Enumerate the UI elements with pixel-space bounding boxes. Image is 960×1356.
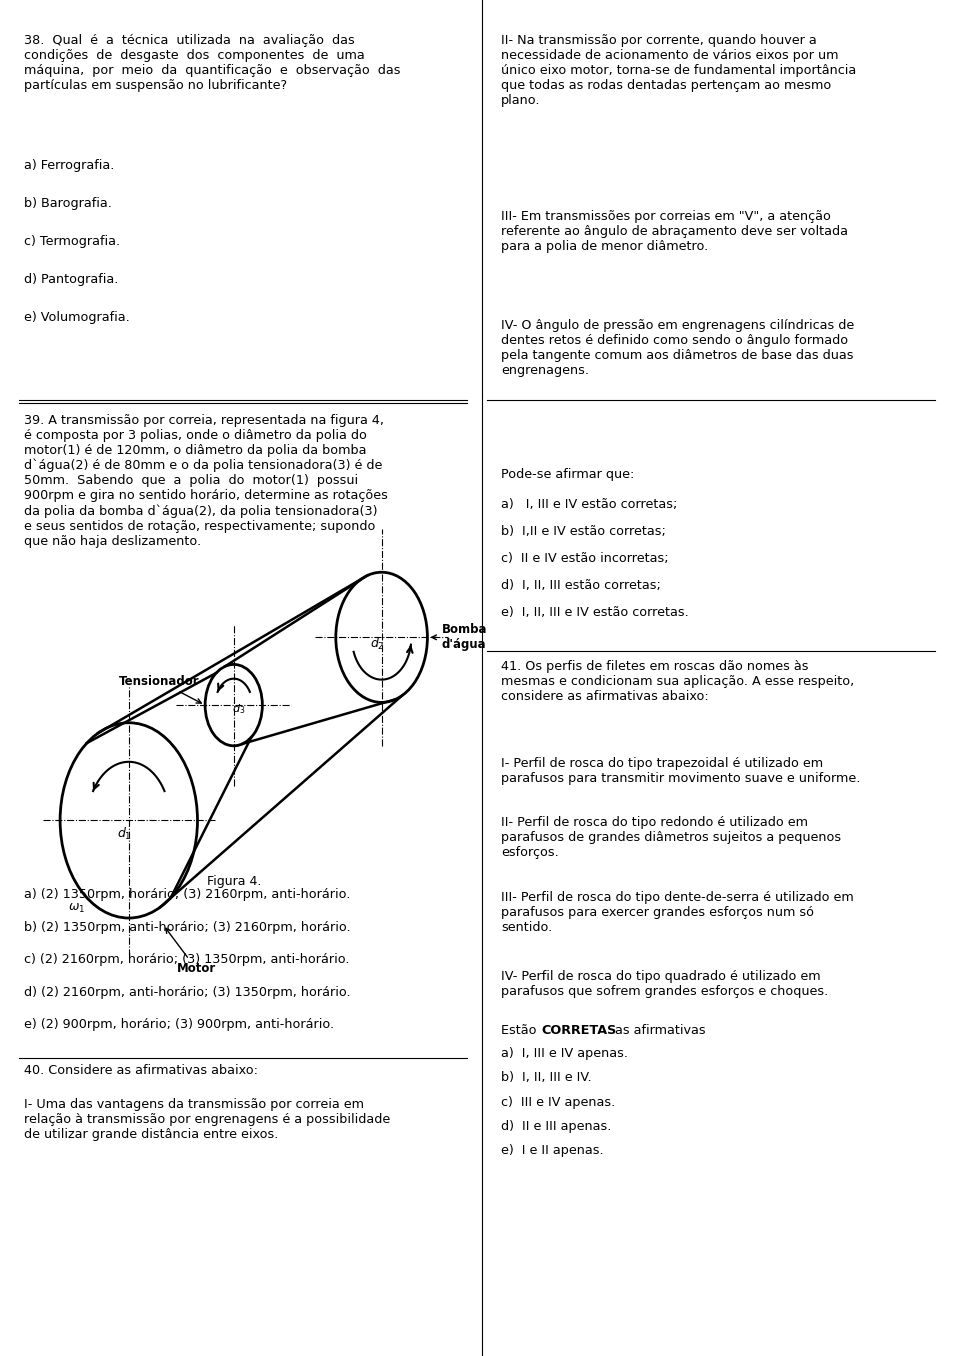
Text: $d_2$: $d_2$ [370, 636, 384, 652]
Text: e) Volumografia.: e) Volumografia. [24, 311, 130, 324]
Text: II- Perfil de rosca do tipo redondo é utilizado em
parafusos de grandes diâmetro: II- Perfil de rosca do tipo redondo é ut… [501, 816, 841, 860]
Text: III- Perfil de rosca do tipo dente-de-serra é utilizado em
parafusos para exerce: III- Perfil de rosca do tipo dente-de-se… [501, 891, 853, 934]
Text: d)  II e III apenas.: d) II e III apenas. [501, 1120, 612, 1134]
Text: Figura 4.: Figura 4. [206, 875, 261, 888]
Text: d) Pantografia.: d) Pantografia. [24, 273, 118, 286]
Text: Bomba
d'água: Bomba d'água [432, 624, 488, 651]
Text: $\omega_1$: $\omega_1$ [68, 902, 84, 915]
Text: II- Na transmissão por corrente, quando houver a
necessidade de acionamento de v: II- Na transmissão por corrente, quando … [501, 34, 856, 107]
Text: b)  I,II e IV estão corretas;: b) I,II e IV estão corretas; [501, 525, 665, 538]
Text: 39. A transmissão por correia, representada na figura 4,
é composta por 3 polias: 39. A transmissão por correia, represent… [24, 414, 388, 548]
Text: 41. Os perfis de filetes em roscas dão nomes às
mesmas e condicionam sua aplicaç: 41. Os perfis de filetes em roscas dão n… [501, 660, 854, 704]
Text: as afirmativas: as afirmativas [611, 1024, 706, 1037]
Text: I- Uma das vantagens da transmissão por correia em
relação à transmissão por eng: I- Uma das vantagens da transmissão por … [24, 1098, 390, 1142]
Text: c)  III e IV apenas.: c) III e IV apenas. [501, 1096, 615, 1109]
Text: 40. Considere as afirmativas abaixo:: 40. Considere as afirmativas abaixo: [24, 1064, 258, 1078]
Text: $d_3$: $d_3$ [232, 702, 245, 716]
Text: e)  I, II, III e IV estão corretas.: e) I, II, III e IV estão corretas. [501, 606, 688, 620]
Text: b) Barografia.: b) Barografia. [24, 197, 111, 210]
Text: b)  I, II, III e IV.: b) I, II, III e IV. [501, 1071, 591, 1085]
Text: a)   I, III e IV estão corretas;: a) I, III e IV estão corretas; [501, 498, 677, 511]
Text: e)  I e II apenas.: e) I e II apenas. [501, 1144, 604, 1158]
Text: d) (2) 2160rpm, anti-horário; (3) 1350rpm, horário.: d) (2) 2160rpm, anti-horário; (3) 1350rp… [24, 986, 350, 999]
Text: $d_1$: $d_1$ [117, 826, 132, 842]
Text: Estão: Estão [501, 1024, 540, 1037]
Text: a) (2) 1350rpm, horário; (3) 2160rpm, anti-horário.: a) (2) 1350rpm, horário; (3) 2160rpm, an… [24, 888, 350, 902]
Text: I- Perfil de rosca do tipo trapezoidal é utilizado em
parafusos para transmitir : I- Perfil de rosca do tipo trapezoidal é… [501, 757, 860, 785]
Text: d)  I, II, III estão corretas;: d) I, II, III estão corretas; [501, 579, 660, 593]
Text: e) (2) 900rpm, horário; (3) 900rpm, anti-horário.: e) (2) 900rpm, horário; (3) 900rpm, anti… [24, 1018, 334, 1032]
Text: CORRETAS: CORRETAS [540, 1024, 616, 1037]
Text: III- Em transmissões por correias em "V", a atenção
referente ao ângulo de abraç: III- Em transmissões por correias em "V"… [501, 210, 848, 254]
Text: 38.  Qual  é  a  técnica  utilizada  na  avaliação  das
condições  de  desgaste : 38. Qual é a técnica utilizada na avalia… [24, 34, 400, 92]
Text: Motor: Motor [166, 929, 216, 975]
Text: a) Ferrografia.: a) Ferrografia. [24, 159, 114, 172]
Text: Pode-se afirmar que:: Pode-se afirmar que: [501, 468, 635, 481]
Text: IV- O ângulo de pressão em engrenagens cilíndricas de
dentes retos é definido co: IV- O ângulo de pressão em engrenagens c… [501, 319, 854, 377]
Text: a)  I, III e IV apenas.: a) I, III e IV apenas. [501, 1047, 628, 1060]
Text: b) (2) 1350rpm, anti-horário; (3) 2160rpm, horário.: b) (2) 1350rpm, anti-horário; (3) 2160rp… [24, 921, 350, 934]
Text: c) (2) 2160rpm, horário; (3) 1350rpm, anti-horário.: c) (2) 2160rpm, horário; (3) 1350rpm, an… [24, 953, 349, 967]
Text: Tensionador: Tensionador [119, 675, 202, 704]
Text: IV- Perfil de rosca do tipo quadrado é utilizado em
parafusos que sofrem grandes: IV- Perfil de rosca do tipo quadrado é u… [501, 970, 828, 998]
Text: c)  II e IV estão incorretas;: c) II e IV estão incorretas; [501, 552, 668, 565]
Text: c) Termografia.: c) Termografia. [24, 235, 120, 248]
